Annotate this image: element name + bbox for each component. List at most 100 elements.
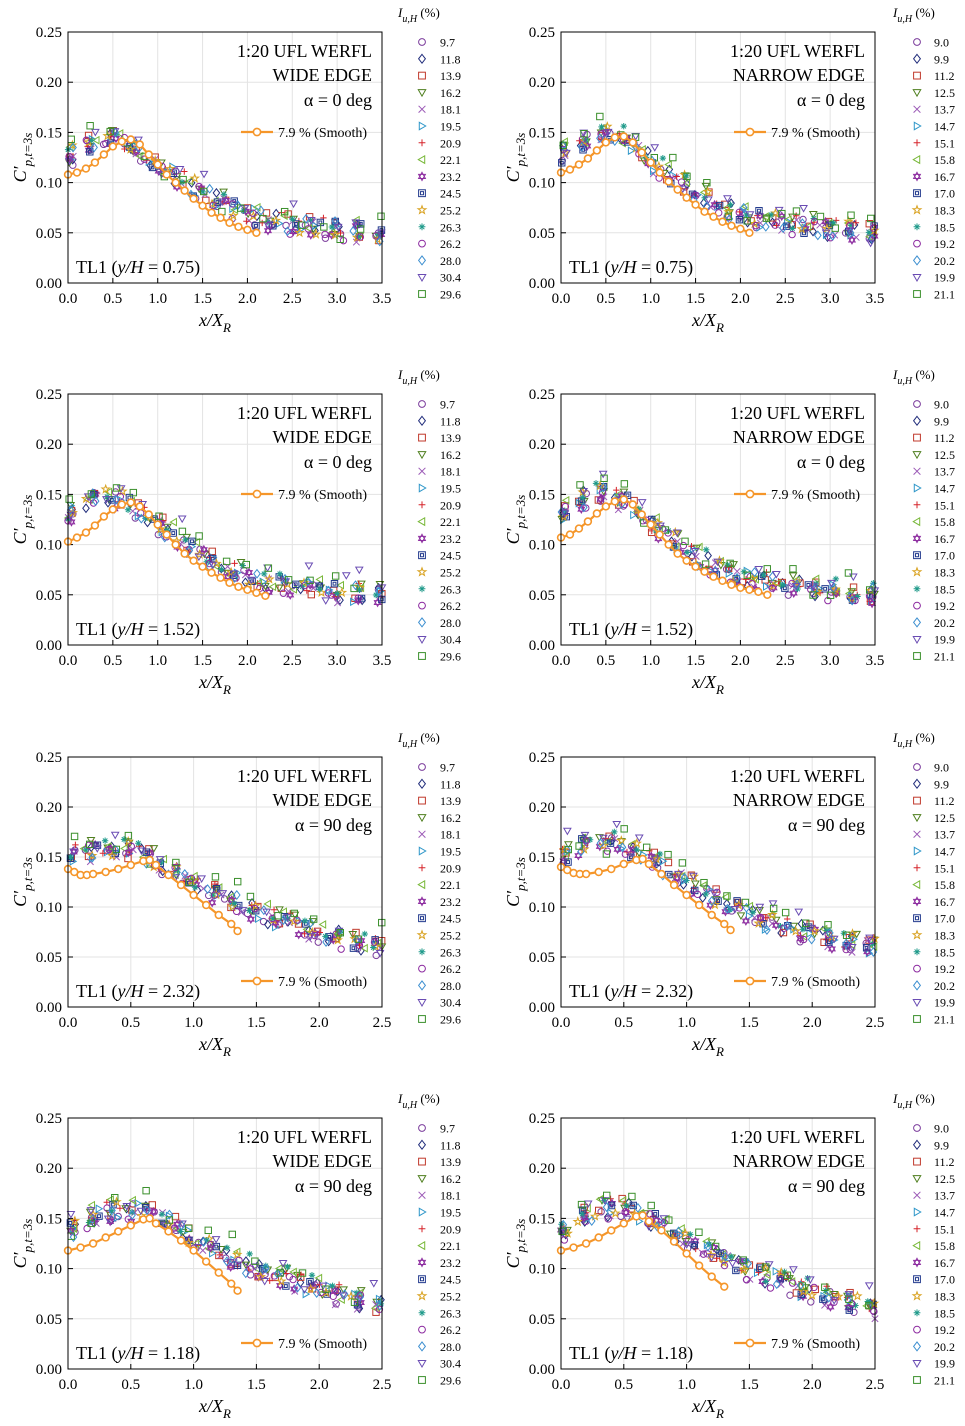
y-axis-label: C′p,t=3s <box>10 133 35 183</box>
data-point-9 <box>651 1210 659 1218</box>
legend-label-6: 20.9 <box>440 861 461 875</box>
y-axis-label: C′p,t=3s <box>503 133 528 183</box>
legend-title-unit: (%) <box>912 367 935 382</box>
data-point-13 <box>165 1209 174 1220</box>
legend-label-7: 22.1 <box>440 878 461 892</box>
legend-marker-4 <box>418 1191 426 1199</box>
panel-title-angle: α = 0 deg <box>304 452 372 472</box>
data-point-13 <box>828 230 837 241</box>
data-point-12 <box>780 924 788 932</box>
legend-marker-0 <box>913 38 921 46</box>
legend-label-14: 19.9 <box>934 1357 955 1371</box>
data-point-15 <box>274 912 282 920</box>
legend-title-main: I <box>397 367 403 382</box>
ytick-label: 0.10 <box>36 538 62 554</box>
data-point-12 <box>768 584 776 592</box>
data-point-15 <box>309 915 318 923</box>
legend-title-sub: u,H <box>897 376 913 387</box>
legend-marker-10 <box>911 1290 923 1301</box>
data-point-7 <box>664 160 672 169</box>
data-point-11 <box>223 1244 231 1251</box>
ytick-label: 0.15 <box>36 850 62 866</box>
data-point-5 <box>209 1248 217 1258</box>
data-point-13 <box>351 580 360 591</box>
data-point-9 <box>252 222 260 230</box>
data-point-15 <box>724 212 733 221</box>
data-point-13 <box>807 934 816 945</box>
data-point-11 <box>246 1250 253 1258</box>
data-point-14 <box>560 509 570 518</box>
smooth-legend-marker <box>745 127 755 137</box>
data-point-15 <box>558 1227 566 1236</box>
legend-marker-11 <box>913 585 921 593</box>
data-point-3 <box>149 845 159 853</box>
data-point-14 <box>69 848 78 857</box>
data-point-14 <box>672 529 682 538</box>
x-axis-label: x/XR <box>198 310 231 335</box>
data-point-10 <box>183 1237 194 1248</box>
data-point-11 <box>762 1278 769 1285</box>
data-point-0 <box>799 215 807 224</box>
plot-frame <box>560 31 876 284</box>
data-point-11 <box>191 884 199 891</box>
xtick-label: 1.5 <box>247 1015 266 1031</box>
xtick-label: 2.0 <box>310 1015 329 1031</box>
data-point-14 <box>160 1221 170 1230</box>
smooth-series-point <box>718 576 727 585</box>
data-point-7 <box>722 203 731 213</box>
data-point-14 <box>376 229 386 238</box>
data-point-15 <box>298 1269 307 1277</box>
data-point-12 <box>766 1284 775 1292</box>
legend-marker-3 <box>912 89 922 98</box>
data-point-10 <box>791 577 802 588</box>
data-point-12 <box>195 182 203 191</box>
data-point-9 <box>86 148 94 156</box>
data-point-10 <box>602 121 613 132</box>
data-point-8 <box>330 1285 339 1296</box>
smooth-series-point <box>669 880 679 890</box>
xtick-label: 0.5 <box>614 1377 633 1393</box>
smooth-series-point <box>233 1286 242 1295</box>
legend-label-15: 21.1 <box>934 1013 955 1027</box>
tap-location-label: TL1 (y/H = 1.52) <box>569 619 693 640</box>
data-point-0 <box>332 1300 340 1308</box>
ytick-label: 0.00 <box>36 1362 62 1378</box>
smooth-legend-marker <box>252 1338 262 1348</box>
xtick-label: 2.5 <box>283 291 302 307</box>
data-point-13 <box>261 1263 270 1274</box>
data-point-15 <box>628 1192 636 1201</box>
data-point-11 <box>687 1231 694 1238</box>
xtick-label: 1.0 <box>641 653 660 669</box>
xtick-label: 2.5 <box>373 1377 392 1393</box>
data-point-11 <box>82 846 90 853</box>
data-point-6 <box>266 1277 273 1284</box>
data-point-15 <box>789 565 797 573</box>
smooth-series-point <box>117 500 127 509</box>
data-point-13 <box>577 141 586 152</box>
data-point-7 <box>783 215 792 224</box>
legend-label-9: 24.5 <box>440 912 461 926</box>
data-point-15 <box>306 576 314 585</box>
data-point-10 <box>572 1216 584 1227</box>
smooth-series-point <box>583 154 593 163</box>
legend-label-15: 21.1 <box>934 650 955 664</box>
data-point-12 <box>205 559 213 568</box>
ytick-label: 0.20 <box>36 800 62 816</box>
data-point-3 <box>716 562 726 570</box>
smooth-series-point <box>145 855 154 865</box>
smooth-series-line <box>67 501 266 597</box>
smooth-series-point <box>144 150 153 159</box>
data-point-2 <box>865 220 873 228</box>
legend-marker-6 <box>913 864 921 872</box>
xtick-label: 1.0 <box>641 291 660 307</box>
data-point-8 <box>629 844 638 855</box>
data-point-10 <box>276 1275 287 1286</box>
ytick-label: 0.05 <box>36 588 62 604</box>
data-point-4 <box>614 506 622 514</box>
ytick-label: 0.20 <box>36 75 62 91</box>
data-point-10 <box>767 580 779 591</box>
data-point-5 <box>375 1294 384 1304</box>
data-point-7 <box>682 178 691 188</box>
smooth-legend-label: 7.9 % (Smooth) <box>771 126 860 141</box>
smooth-series-point <box>592 146 602 155</box>
